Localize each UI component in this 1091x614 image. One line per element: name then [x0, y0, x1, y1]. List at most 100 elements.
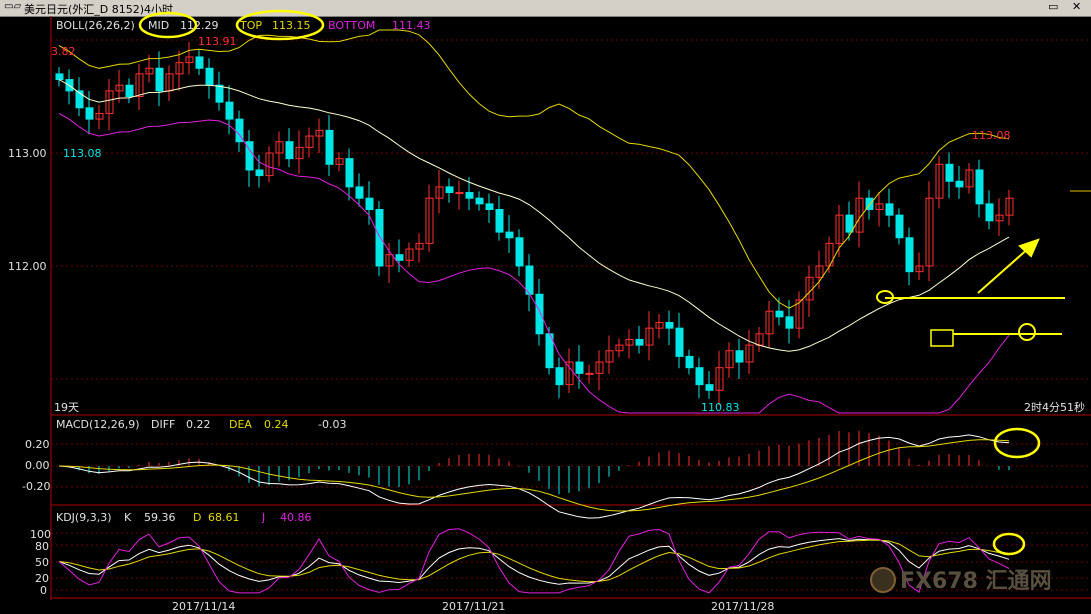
candle-body	[385, 254, 394, 267]
kdj-tick-80: 80	[35, 540, 49, 553]
candle-body	[305, 135, 314, 148]
kdj-j-value: 40.86	[280, 511, 312, 524]
candle-body	[885, 203, 894, 216]
candle-body	[145, 67, 154, 75]
highlight-circle-top	[235, 9, 325, 41]
window-titlebar: ▭▱ 美元日元(外汇_D 8152)4小时 ▭ ✕	[0, 0, 1091, 17]
price-tick-112: 112.00	[8, 260, 47, 273]
candle-body	[745, 344, 754, 363]
candle-body	[665, 322, 674, 329]
price-series	[55, 29, 1014, 594]
annotation-high-113-91: 113.91	[198, 35, 237, 48]
annotation-circle-kdj	[992, 532, 1026, 556]
candle-body	[685, 355, 694, 369]
kdj-tick-0: 0	[40, 584, 47, 597]
annotation-high-left: 3.82	[51, 45, 76, 58]
panel-frames	[50, 16, 1091, 600]
annotation-circle-lower	[1018, 323, 1036, 341]
candle-body	[785, 316, 794, 329]
candle-body	[315, 129, 324, 137]
macd-tick-020: 0.20	[25, 438, 50, 451]
kdj-d-label: D	[193, 511, 201, 524]
kdj-j-line	[58, 528, 1010, 594]
candle-body	[295, 146, 304, 160]
price-tick-113: 113.00	[8, 147, 47, 160]
candle-body	[125, 84, 134, 97]
candle-body	[725, 350, 734, 369]
restore-icon[interactable]: ▭▱	[4, 1, 22, 12]
macd-diff-value: 0.22	[186, 418, 211, 431]
candle-body	[205, 67, 214, 86]
candle-body	[175, 62, 184, 75]
candle-body	[135, 73, 144, 98]
candle-body	[515, 237, 524, 267]
candle-body	[95, 112, 104, 120]
candle-body	[645, 327, 654, 346]
candle-body	[215, 84, 224, 103]
candle-body	[265, 152, 274, 177]
candle-body	[815, 265, 824, 278]
candle-body	[425, 197, 434, 244]
countdown-label: 2时4分51秒	[1024, 400, 1085, 414]
candle-body	[445, 186, 454, 194]
kdj-j-label: J	[261, 511, 265, 524]
candle-body	[395, 254, 404, 261]
macd-value: -0.03	[318, 418, 346, 431]
annotation-box	[930, 329, 954, 347]
x-date-1: 2017/11/14	[172, 600, 235, 613]
macd-tick-000: 0.00	[25, 459, 50, 472]
watermark-logo-icon	[870, 567, 896, 593]
candle-body	[715, 367, 724, 391]
kdj-k-label: K	[124, 511, 132, 524]
candle-body	[565, 361, 574, 386]
candle-body	[555, 367, 564, 386]
macd-diff-line	[58, 434, 1010, 519]
close-icon[interactable]: ✕	[1072, 0, 1082, 13]
candle-body	[955, 180, 964, 188]
candle-body	[705, 384, 714, 391]
highlight-circle-mid	[138, 11, 198, 39]
candle-body	[935, 163, 944, 199]
candle-body	[195, 56, 204, 69]
candle-body	[245, 141, 254, 171]
candle-body	[345, 158, 354, 188]
user-annotations	[876, 238, 1065, 556]
candle-body	[925, 197, 934, 267]
candle-body	[155, 67, 164, 92]
restore-icon-right[interactable]: ▭	[1048, 0, 1059, 13]
candle-body	[905, 237, 914, 273]
candle-body	[945, 163, 954, 182]
x-date-2: 2017/11/21	[442, 600, 505, 613]
macd-tick-neg020: -0.20	[22, 480, 50, 493]
candle-body	[465, 192, 474, 199]
candle-body	[55, 73, 64, 81]
candle-body	[485, 203, 494, 211]
candle-body	[575, 361, 584, 374]
candle-body	[85, 107, 94, 120]
candle-body	[365, 197, 374, 210]
candle-body	[975, 169, 984, 205]
boll-bottom-value: 111.43	[392, 19, 431, 32]
candle-body	[325, 129, 334, 165]
candle-body	[115, 84, 124, 92]
candle-body	[375, 209, 384, 267]
macd-dea-line	[58, 439, 1010, 512]
candle-body	[695, 367, 704, 386]
candle-body	[845, 214, 854, 233]
boll-bottom-label: BOTTOM	[328, 19, 375, 32]
boll-top-label: TOP	[239, 19, 262, 32]
macd-header: MACD(12,26,9)	[56, 418, 140, 431]
candle-body	[525, 265, 534, 295]
annotation-circle-macd	[993, 427, 1041, 459]
candle-body	[1005, 197, 1014, 216]
candle-body	[865, 197, 874, 210]
candle-body	[985, 203, 994, 222]
candle-body	[995, 214, 1004, 222]
kdj-tick-100: 100	[30, 528, 51, 541]
candle-body	[635, 338, 644, 346]
candle-body	[875, 203, 884, 211]
kdj-d-value: 68.61	[208, 511, 240, 524]
x-date-3: 2017/11/28	[711, 600, 774, 613]
candle-body	[915, 265, 924, 273]
candle-body	[615, 344, 624, 352]
